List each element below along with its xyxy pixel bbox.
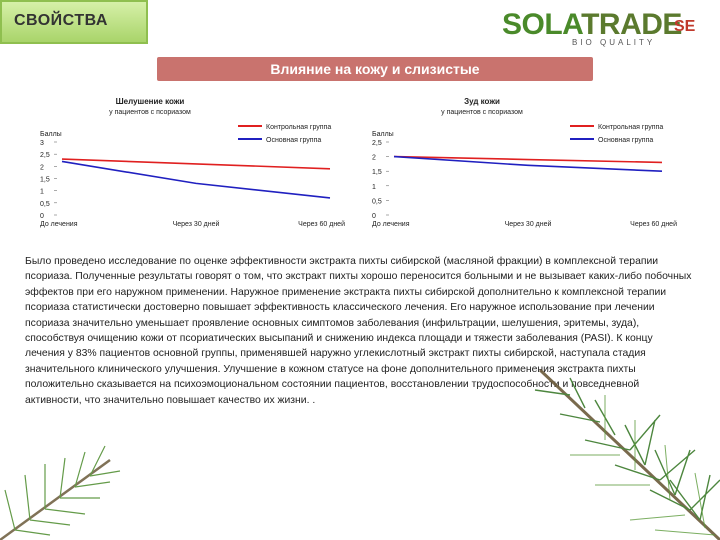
chart-2-legend-label-0: Контрольная группа: [598, 124, 663, 131]
banner-title: Влияние на кожу и слизистые: [270, 61, 480, 77]
chart-2-ylabel: Баллы: [372, 131, 394, 138]
logo-part-1: SOLA: [502, 8, 582, 41]
fir-branch-bottom-left: [0, 445, 121, 540]
chart-2-ytick-3: 1: [372, 184, 376, 191]
chart-1-ytick-5: 0,5: [40, 201, 50, 208]
chart-1-xtick-1: Через 30 дней: [173, 220, 220, 228]
chart-1-legend-label-0: Контрольная группа: [266, 124, 331, 131]
chart-2-ytick-2: 1,5: [372, 169, 382, 176]
chart-1-subtitle: у пациентов с псориазом: [109, 109, 191, 116]
chart-1-legend-label-1: Основная группа: [266, 137, 321, 144]
chart-1-ytick-4: 1: [40, 189, 44, 196]
section-title: СВОЙСТВА: [14, 12, 108, 29]
chart-1-ylabel: Баллы: [40, 131, 62, 138]
chart-1-ytick-1: 2,5: [40, 152, 50, 159]
chart-1-xtick-0: До лечения: [40, 221, 78, 228]
chart-1-ytick-3: 1,5: [40, 177, 50, 184]
chart-1-xtick-2: Через 60 дней: [298, 220, 345, 228]
slide-banner: Влияние на кожу и слизистые: [157, 57, 593, 81]
chart-skin-peeling: Шелушение кожи у пациентов с псориазом Бал…: [40, 95, 350, 237]
fir-branch-bottom-right: [534, 368, 720, 540]
chart-2-xtick-1: Через 30 дней: [505, 220, 552, 228]
logo-suffix: SE: [674, 18, 696, 35]
body-paragraph: Было проведено исследование по оценке эф…: [25, 256, 692, 406]
chart-1-svg: Шелушение кожи у пациентов с псориазом Бал…: [40, 97, 345, 228]
logo-tagline: BIO QUALITY: [572, 38, 656, 47]
chart-2-title: Зуд кожи: [464, 97, 500, 106]
chart-2-svg: Зуд кожи у пациентов с псориазом Баллы Конт…: [372, 97, 677, 228]
logo-part-2: TRADE: [581, 8, 682, 41]
chart-2-series-line-1: [393, 155, 663, 172]
chart-2-subtitle: у пациентов с псориазом: [441, 109, 523, 116]
chart-2-ytick-0: 2,5: [372, 140, 382, 147]
chart-2-ytick-5: 0: [372, 213, 376, 220]
chart-1-series-line-0: [61, 158, 331, 170]
chart-2-ytick-1: 2: [372, 155, 376, 162]
chart-2-ytick-4: 0,5: [372, 198, 382, 205]
chart-1-series-line-1: [61, 160, 331, 199]
chart-2-legend-label-1: Основная группа: [598, 137, 653, 144]
chart-1-title: Шелушение кожи: [116, 97, 185, 106]
chart-skin-itch: Зуд кожи у пациентов с псориазом Баллы Конт…: [372, 95, 682, 237]
brand-logo: SOLATRADE SE BIO QUALITY: [502, 8, 702, 52]
section-tab: СВОЙСТВА: [0, 0, 148, 44]
chart-2-xtick-2: Через 60 дней: [630, 220, 677, 228]
chart-1-ytick-6: 0: [40, 213, 44, 220]
chart-1-ytick-2: 2: [40, 164, 44, 171]
chart-2-xtick-0: До лечения: [372, 221, 410, 228]
chart-2-series-line-0: [393, 155, 663, 164]
chart-1-ytick-0: 3: [40, 140, 44, 147]
